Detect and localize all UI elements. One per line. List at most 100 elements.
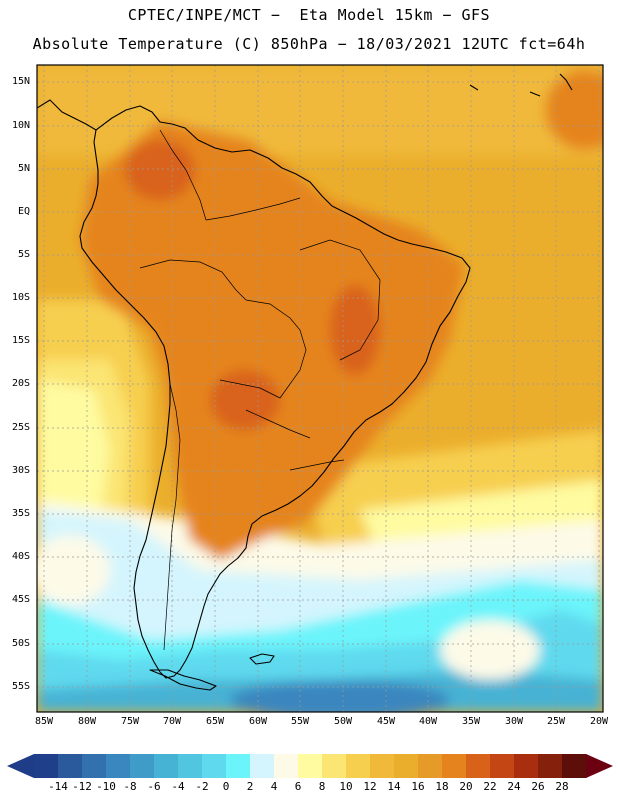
lon-label: 85W: [34, 716, 54, 727]
colorbar-swatch: [154, 754, 179, 778]
colorbar-swatch: [82, 754, 107, 778]
coast-south-america: [79, 105, 471, 679]
lat-label: 10N: [11, 120, 30, 131]
colorbar-swatch: [514, 754, 539, 778]
colorbar-swatch: [130, 754, 155, 778]
colorbar: [7, 754, 613, 778]
lat-label: EQ: [17, 206, 30, 217]
lon-label: 70W: [162, 716, 182, 727]
border-brazil-states: [299, 239, 381, 361]
field-hot-core-andes: [125, 140, 195, 200]
colorbar-swatch: [274, 754, 299, 778]
border-brazil-bolivia: [245, 299, 307, 399]
field-hot-core-chaco: [210, 370, 280, 430]
colorbar-swatch: [538, 754, 563, 778]
colorbar-swatch: [298, 754, 323, 778]
border-chile-argentina: [163, 383, 181, 651]
colorbar-label: 14: [387, 780, 401, 793]
colorbar-label: 24: [507, 780, 521, 793]
colorbar-swatch: [226, 754, 251, 778]
colorbar-label: 22: [483, 780, 497, 793]
lon-label: 25W: [546, 716, 566, 727]
colorbar-label: -8: [123, 780, 137, 793]
lon-label: 35W: [461, 716, 481, 727]
colorbar-swatch: [562, 754, 587, 778]
colorbar-swatch: [490, 754, 515, 778]
lat-label: 15S: [11, 335, 30, 346]
lat-label: 45S: [11, 594, 30, 605]
colorbar-label: -4: [171, 780, 185, 793]
colorbar-label: -2: [195, 780, 209, 793]
coastlines: [37, 73, 573, 691]
lon-label: 55W: [290, 716, 310, 727]
lat-label: 20S: [11, 378, 30, 389]
colorbar-label: 18: [435, 780, 449, 793]
colorbar-swatches: [34, 754, 587, 778]
lat-label: 5N: [17, 163, 30, 174]
field-pacific-cream-blob: [37, 535, 110, 605]
colorbar-swatch: [370, 754, 395, 778]
colorbar-right-arrow: [586, 754, 613, 778]
colorbar-swatch: [322, 754, 347, 778]
title-line-1: CPTEC/INPE/MCT − Eta Model 15km − GFS: [127, 6, 491, 24]
colorbar-swatch: [394, 754, 419, 778]
lat-label: 50S: [11, 638, 30, 649]
border-colombia-venezuela: [159, 129, 207, 221]
field-continent-warm: [80, 120, 465, 560]
colorbar-swatch: [418, 754, 443, 778]
grid-lines: [37, 65, 603, 712]
field-deep-blue: [230, 680, 450, 712]
colorbar-swatch: [346, 754, 371, 778]
colorbar-swatch: [58, 754, 83, 778]
lat-label: 35S: [11, 508, 30, 519]
colorbar-swatch: [466, 754, 491, 778]
field-ne-hot: [545, 70, 603, 150]
lat-label: 55S: [11, 681, 30, 692]
lon-label: 65W: [205, 716, 225, 727]
colorbar-label: -14: [48, 780, 68, 793]
colorbar-label: 16: [411, 780, 425, 793]
lat-label: 5S: [17, 249, 30, 260]
lon-label: 80W: [77, 716, 97, 727]
lon-label: 75W: [120, 716, 140, 727]
colorbar-label: 2: [246, 780, 254, 793]
field-atlantic-cream-blob: [440, 620, 540, 680]
colorbar-swatch: [250, 754, 275, 778]
lon-label: 40W: [418, 716, 438, 727]
colorbar-label: 12: [363, 780, 377, 793]
colorbar-label: -10: [96, 780, 116, 793]
lon-label: 60W: [248, 716, 268, 727]
colorbar-label: -6: [147, 780, 161, 793]
colorbar-label: 26: [531, 780, 545, 793]
coast-falklands: [249, 653, 275, 665]
map-frame: [36, 64, 604, 713]
title-line-2: Absolute Temperature (C) 850hPa − 18/03/…: [32, 35, 586, 53]
border-brazil-uruguay: [289, 459, 345, 471]
border-venezuela-brazil: [205, 197, 301, 221]
lat-label: 25S: [11, 422, 30, 433]
colorbar-label: 0: [222, 780, 230, 793]
lat-label: 40S: [11, 551, 30, 562]
lon-label: 30W: [504, 716, 524, 727]
field-hot-core-brazil: [330, 285, 380, 375]
colorbar-label: 10: [339, 780, 353, 793]
colorbar-label: 6: [294, 780, 302, 793]
colorbar-swatch: [202, 754, 227, 778]
coast-caribbean-islands: [469, 73, 573, 97]
lon-label: 50W: [333, 716, 353, 727]
colorbar-label: 20: [459, 780, 473, 793]
coast-central-america: [37, 99, 97, 131]
field-pacific-pale: [37, 380, 110, 520]
lat-label: 10S: [11, 292, 30, 303]
colorbar-swatch: [106, 754, 131, 778]
colorbar-label: 8: [318, 780, 326, 793]
lon-label: 20W: [589, 716, 609, 727]
colorbar-label: 28: [555, 780, 569, 793]
border-peru-brazil: [139, 259, 247, 301]
lat-label: 15N: [11, 76, 30, 87]
colorbar-left-arrow: [7, 754, 34, 778]
border-paraguay-argentina: [245, 409, 311, 439]
colorbar-label: -12: [72, 780, 92, 793]
colorbar-swatch: [442, 754, 467, 778]
